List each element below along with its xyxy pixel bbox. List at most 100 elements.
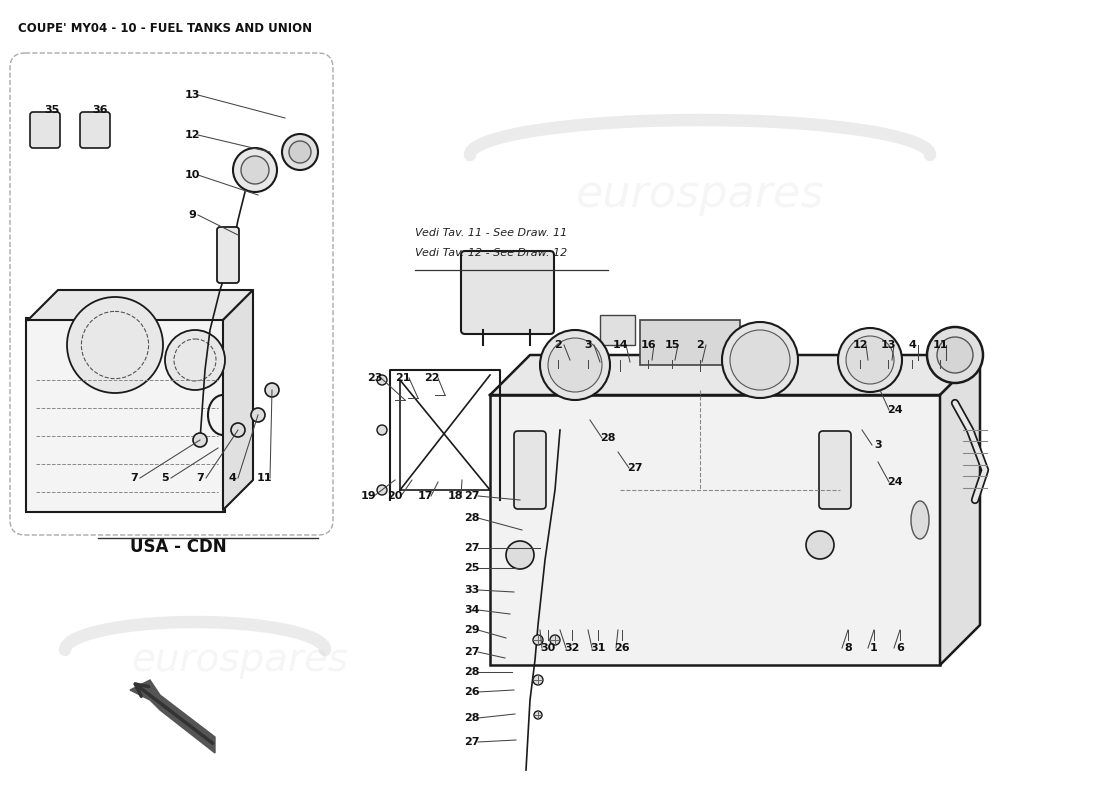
Circle shape bbox=[534, 635, 543, 645]
FancyBboxPatch shape bbox=[80, 112, 110, 148]
Text: USA - CDN: USA - CDN bbox=[130, 538, 227, 556]
Text: COUPE' MY04 - 10 - FUEL TANKS AND UNION: COUPE' MY04 - 10 - FUEL TANKS AND UNION bbox=[18, 22, 312, 35]
Text: 20: 20 bbox=[387, 491, 403, 501]
Text: 24: 24 bbox=[888, 477, 903, 487]
Text: 17: 17 bbox=[417, 491, 432, 501]
Text: 32: 32 bbox=[564, 643, 580, 653]
Circle shape bbox=[846, 336, 894, 384]
Polygon shape bbox=[490, 355, 980, 395]
Text: eurospares: eurospares bbox=[39, 309, 272, 351]
Text: 16: 16 bbox=[640, 340, 656, 350]
Circle shape bbox=[806, 531, 834, 559]
Text: 4: 4 bbox=[228, 473, 235, 483]
Text: 19: 19 bbox=[360, 491, 376, 501]
Circle shape bbox=[548, 338, 602, 392]
Text: 8: 8 bbox=[844, 643, 851, 653]
FancyBboxPatch shape bbox=[461, 251, 554, 334]
Text: 15: 15 bbox=[664, 340, 680, 350]
Text: 13: 13 bbox=[185, 90, 200, 100]
Text: 28: 28 bbox=[601, 433, 616, 443]
FancyBboxPatch shape bbox=[514, 431, 546, 509]
Circle shape bbox=[265, 383, 279, 397]
Circle shape bbox=[377, 425, 387, 435]
Polygon shape bbox=[28, 290, 253, 320]
Circle shape bbox=[722, 322, 798, 398]
Text: 24: 24 bbox=[888, 405, 903, 415]
Circle shape bbox=[233, 148, 277, 192]
Text: 27: 27 bbox=[464, 491, 480, 501]
Text: 31: 31 bbox=[591, 643, 606, 653]
Text: 21: 21 bbox=[395, 373, 410, 383]
Circle shape bbox=[289, 141, 311, 163]
Circle shape bbox=[506, 541, 534, 569]
Text: 4: 4 bbox=[909, 340, 916, 350]
Ellipse shape bbox=[911, 501, 930, 539]
Text: 30: 30 bbox=[540, 643, 556, 653]
Text: eurospares: eurospares bbox=[131, 641, 349, 679]
Text: 29: 29 bbox=[464, 625, 480, 635]
Circle shape bbox=[377, 375, 387, 385]
Text: 5: 5 bbox=[162, 473, 168, 483]
Text: 14: 14 bbox=[613, 340, 628, 350]
Text: 27: 27 bbox=[464, 543, 480, 553]
FancyBboxPatch shape bbox=[820, 431, 851, 509]
Circle shape bbox=[165, 330, 226, 390]
Text: 12: 12 bbox=[185, 130, 200, 140]
FancyBboxPatch shape bbox=[217, 227, 239, 283]
Bar bbox=[640, 320, 740, 365]
Text: 34: 34 bbox=[464, 605, 480, 615]
Text: 36: 36 bbox=[92, 105, 108, 115]
Circle shape bbox=[540, 330, 611, 400]
Text: Vedi Tav. 11 - See Draw. 11: Vedi Tav. 11 - See Draw. 11 bbox=[415, 228, 568, 238]
Circle shape bbox=[550, 635, 560, 645]
Text: 33: 33 bbox=[464, 585, 480, 595]
Text: 26: 26 bbox=[464, 687, 480, 697]
Text: Vedi Tav. 12 - See Draw. 12: Vedi Tav. 12 - See Draw. 12 bbox=[415, 248, 568, 258]
Text: 9: 9 bbox=[188, 210, 196, 220]
Text: 27: 27 bbox=[464, 647, 480, 657]
Circle shape bbox=[241, 156, 270, 184]
FancyBboxPatch shape bbox=[10, 53, 333, 535]
Circle shape bbox=[231, 423, 245, 437]
FancyBboxPatch shape bbox=[26, 318, 226, 512]
Text: eurospares: eurospares bbox=[575, 174, 824, 217]
Text: 3: 3 bbox=[874, 440, 882, 450]
Text: 23: 23 bbox=[367, 373, 383, 383]
Text: 28: 28 bbox=[464, 713, 480, 723]
FancyBboxPatch shape bbox=[30, 112, 60, 148]
Text: 11: 11 bbox=[256, 473, 272, 483]
Text: 2: 2 bbox=[554, 340, 562, 350]
Text: 3: 3 bbox=[584, 340, 592, 350]
Polygon shape bbox=[940, 355, 980, 665]
Text: 6: 6 bbox=[896, 643, 904, 653]
Circle shape bbox=[251, 408, 265, 422]
Polygon shape bbox=[130, 680, 214, 753]
Text: 10: 10 bbox=[185, 170, 200, 180]
Text: 2: 2 bbox=[696, 340, 704, 350]
Text: 7: 7 bbox=[196, 473, 204, 483]
Text: 35: 35 bbox=[44, 105, 59, 115]
Text: 12: 12 bbox=[852, 340, 868, 350]
Circle shape bbox=[377, 485, 387, 495]
Text: eurospares: eurospares bbox=[575, 594, 824, 637]
Circle shape bbox=[937, 337, 974, 373]
Polygon shape bbox=[223, 290, 253, 510]
Circle shape bbox=[67, 297, 163, 393]
Text: 27: 27 bbox=[464, 737, 480, 747]
Text: 22: 22 bbox=[425, 373, 440, 383]
Text: 26: 26 bbox=[614, 643, 630, 653]
Text: 13: 13 bbox=[880, 340, 895, 350]
Circle shape bbox=[838, 328, 902, 392]
Text: 28: 28 bbox=[464, 667, 480, 677]
Text: 11: 11 bbox=[933, 340, 948, 350]
Circle shape bbox=[927, 327, 983, 383]
Text: 27: 27 bbox=[627, 463, 642, 473]
Bar bbox=[600, 315, 635, 345]
Circle shape bbox=[282, 134, 318, 170]
Circle shape bbox=[534, 711, 542, 719]
Bar bbox=[490, 395, 940, 665]
Text: 7: 7 bbox=[130, 473, 138, 483]
Circle shape bbox=[730, 330, 790, 390]
Text: 18: 18 bbox=[448, 491, 463, 501]
Text: 28: 28 bbox=[464, 513, 480, 523]
